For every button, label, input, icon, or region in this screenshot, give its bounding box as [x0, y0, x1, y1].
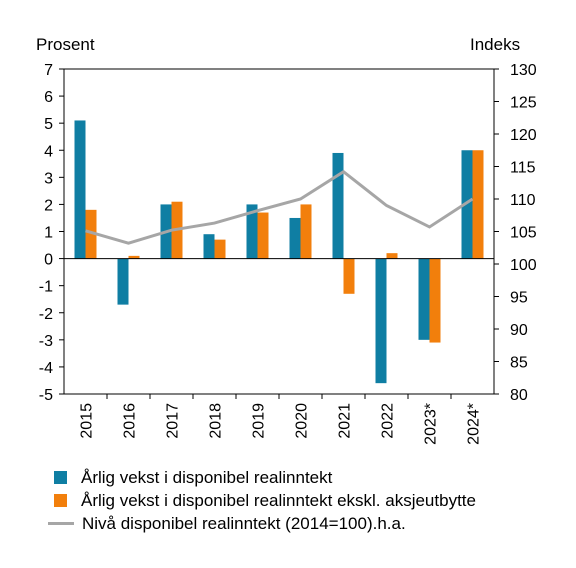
- x-tick-label: 2022: [380, 403, 397, 439]
- bar-growth-excl-dividends: [386, 253, 398, 259]
- plot-frame: [63, 68, 495, 395]
- right-tick-label: 120: [510, 127, 537, 144]
- right-axis-label: Indeks: [470, 35, 520, 54]
- bar-growth-excl-dividends: [472, 150, 484, 259]
- left-tick-label: -4: [39, 360, 53, 377]
- left-tick-label: 3: [44, 170, 53, 187]
- bar-growth-excl-dividends: [343, 258, 355, 294]
- left-tick-label: 7: [44, 62, 53, 79]
- right-tick-label: 95: [510, 290, 528, 307]
- index-line-layer: [85, 169, 474, 245]
- right-tick-label: 100: [510, 257, 537, 274]
- right-axis-ticks: 130 125 120 115 110 105 100 95 90 85 80: [494, 62, 537, 404]
- bar-growth: [289, 217, 301, 259]
- bar-growth: [332, 152, 344, 259]
- legend-label-index-level: Nivå disponibel realinntekt (2014=100).h…: [82, 514, 406, 533]
- bar-growth-excl-dividends: [128, 255, 140, 259]
- left-tick-label: -2: [39, 306, 53, 323]
- legend-label-growth: Årlig vekst i disponibel realinntekt: [81, 468, 333, 487]
- x-tick-label: 2016: [122, 403, 139, 439]
- x-tick-label: 2020: [294, 403, 311, 439]
- left-axis-ticks: 7 6 5 4 3 2 1 0 -1 -2 -3 -4 -5: [39, 62, 64, 404]
- right-tick-label: 85: [510, 355, 528, 372]
- x-tick-label: 2021: [337, 403, 354, 439]
- right-tick-label: 105: [510, 225, 537, 242]
- bar-growth-excl-dividends: [300, 204, 312, 259]
- legend: Årlig vekst i disponibel realinntekt Årl…: [48, 466, 476, 535]
- x-tick-label: 2017: [165, 403, 182, 439]
- x-tick-label: 2015: [79, 403, 96, 439]
- right-tick-label: 115: [510, 160, 536, 177]
- bar-growth: [74, 120, 86, 259]
- bars: [74, 120, 484, 384]
- right-tick-label: 125: [510, 95, 537, 112]
- left-tick-label: 0: [44, 252, 53, 269]
- x-tick-label: 2019: [251, 403, 268, 439]
- left-tick-label: 4: [44, 143, 53, 160]
- right-tick-label: 130: [510, 62, 537, 79]
- x-axis-ticks: 2015 2016 2017 2018 2019 2020 2021 2022 2023* 202…: [79, 394, 483, 445]
- legend-item-growth: Årlig vekst i disponibel realinntekt: [48, 466, 476, 489]
- left-tick-label: 1: [44, 225, 53, 242]
- bar-growth: [375, 258, 387, 384]
- bar-growth: [461, 150, 473, 259]
- legend-label-growth-excl-dividends: Årlig vekst i disponibel realinntekt eks…: [81, 491, 476, 510]
- legend-swatch-growth: [54, 471, 67, 484]
- right-tick-label: 110: [510, 192, 536, 209]
- left-tick-label: -1: [39, 279, 53, 296]
- x-tick-label: 2024*: [466, 403, 483, 445]
- left-tick-label: 5: [44, 116, 53, 133]
- right-tick-label: 80: [510, 387, 528, 404]
- bar-growth: [246, 204, 258, 259]
- legend-swatch-growth-excl-dividends: [54, 494, 67, 507]
- legend-item-growth-excl-dividends: Årlig vekst i disponibel realinntekt eks…: [48, 489, 476, 512]
- left-axis-label: Prosent: [36, 35, 95, 54]
- legend-item-index-level: Nivå disponibel realinntekt (2014=100).h…: [48, 512, 476, 535]
- bar-growth: [117, 258, 129, 305]
- bar-growth-excl-dividends: [429, 258, 441, 343]
- x-tick-label: 2018: [208, 403, 225, 439]
- left-tick-label: 6: [44, 89, 53, 106]
- index-line: [85, 169, 474, 245]
- x-tick-label: 2023*: [423, 403, 440, 445]
- bar-growth: [203, 234, 215, 259]
- bar-growth-excl-dividends: [85, 209, 97, 259]
- bar-growth-excl-dividends: [214, 239, 226, 259]
- legend-swatch-index-level: [48, 522, 74, 525]
- left-tick-label: -3: [39, 333, 53, 350]
- right-tick-label: 90: [510, 322, 528, 339]
- left-tick-label: 2: [44, 197, 53, 214]
- bar-growth: [418, 258, 430, 340]
- left-tick-label: -5: [39, 387, 53, 404]
- bar-growth-excl-dividends: [257, 212, 269, 259]
